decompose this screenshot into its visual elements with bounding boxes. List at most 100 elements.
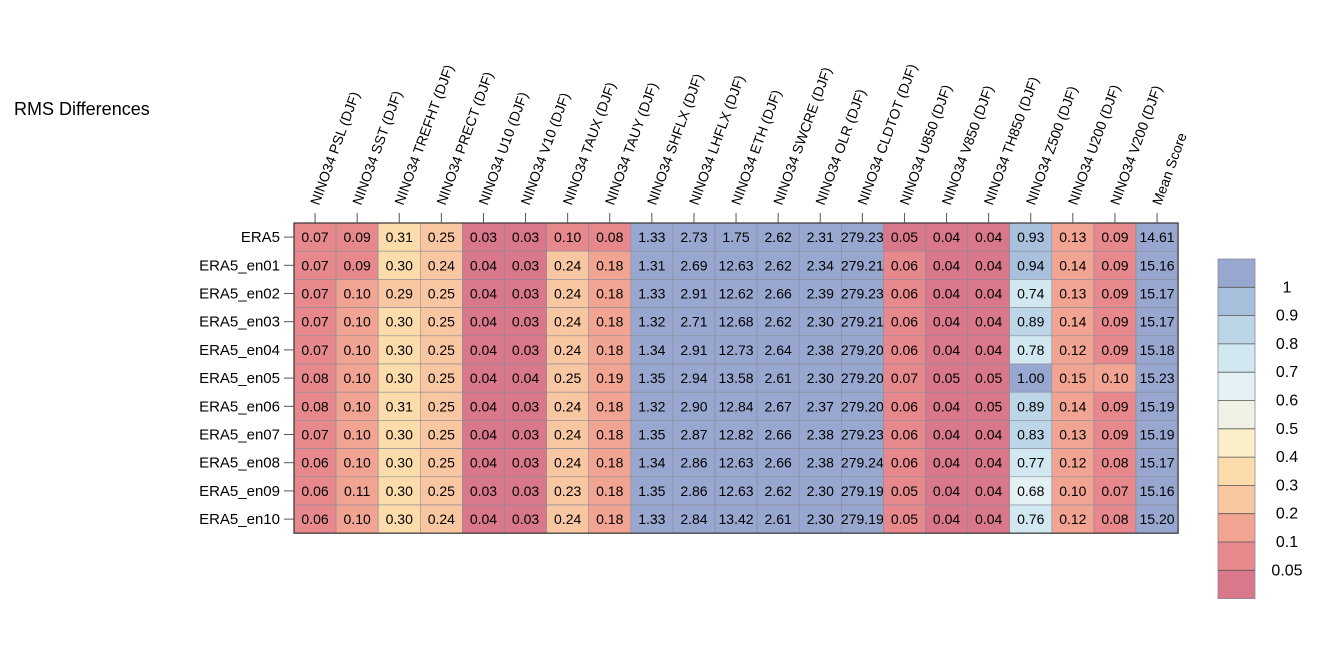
- cell-value: 0.25: [428, 370, 455, 386]
- colorbar-label: 0.6: [1276, 393, 1298, 410]
- heatmap-cell: [588, 363, 632, 393]
- heatmap-cell: [672, 448, 716, 478]
- cell-value: 0.25: [428, 314, 455, 330]
- heatmap-cell: [462, 391, 505, 421]
- colorbar-swatch: [1218, 400, 1255, 429]
- cell-value: 0.07: [301, 229, 328, 245]
- cell-value: 2.69: [680, 257, 707, 273]
- cell-value: 2.66: [765, 427, 792, 443]
- cell-value: 0.89: [1017, 314, 1044, 330]
- cell-value: 0.04: [470, 257, 497, 273]
- cell-value: 0.24: [554, 427, 581, 443]
- heatmap-cell: [714, 250, 758, 280]
- heatmap-cell: [462, 335, 505, 365]
- cell-value: 0.08: [1101, 455, 1128, 471]
- colorbar-label: 0.05: [1271, 562, 1302, 579]
- cell-value: 279.20: [841, 370, 884, 386]
- cell-value: 0.24: [554, 342, 581, 358]
- cell-value: 279.21: [841, 257, 884, 273]
- cell-value: 0.89: [1017, 398, 1044, 414]
- cell-value: 12.63: [719, 483, 754, 499]
- heatmap-cell: [925, 504, 968, 534]
- cell-value: 0.06: [301, 483, 328, 499]
- cell-value: 0.06: [891, 455, 918, 471]
- cell-value: 0.06: [891, 257, 918, 273]
- cell-value: 2.34: [807, 257, 834, 273]
- cell-value: 0.03: [512, 229, 539, 245]
- row-label: ERA5_en01: [199, 257, 280, 274]
- cell-value: 1.33: [638, 229, 665, 245]
- heatmap-cell: [883, 250, 926, 280]
- cell-value: 0.06: [301, 511, 328, 527]
- cell-value: 13.42: [719, 511, 754, 527]
- cell-value: 0.09: [1101, 398, 1128, 414]
- cell-value: 0.10: [344, 455, 371, 471]
- cell-value: 2.30: [807, 314, 834, 330]
- cell-value: 0.04: [975, 314, 1002, 330]
- cell-value: 0.07: [891, 370, 918, 386]
- heatmap-cell: [1093, 363, 1137, 393]
- cell-value: 2.87: [680, 427, 707, 443]
- heatmap-cell: [798, 250, 842, 280]
- cell-value: 15.17: [1140, 314, 1175, 330]
- heatmap-cell: [419, 391, 463, 421]
- cell-value: 2.30: [807, 483, 834, 499]
- cell-value: 0.03: [470, 483, 497, 499]
- cell-value: 0.77: [1017, 455, 1044, 471]
- cell-value: 15.20: [1140, 511, 1175, 527]
- cell-value: 0.04: [470, 427, 497, 443]
- heatmap-cell: [883, 420, 926, 449]
- heatmap-cell: [883, 448, 926, 478]
- cell-value: 0.04: [470, 455, 497, 471]
- cell-value: 0.10: [344, 370, 371, 386]
- cell-value: 279.19: [841, 511, 884, 527]
- colorbar-label: 0.3: [1276, 477, 1298, 494]
- cell-value: 0.09: [344, 257, 371, 273]
- cell-value: 1.75: [722, 229, 749, 245]
- heatmap-cell: [419, 504, 463, 534]
- heatmap-cell: [419, 279, 463, 308]
- cell-value: 0.04: [512, 370, 539, 386]
- heatmap-cell: [1135, 250, 1179, 280]
- cell-value: 0.08: [301, 398, 328, 414]
- cell-value: 0.24: [554, 314, 581, 330]
- heatmap-cell: [798, 391, 842, 421]
- heatmap-cell: [377, 250, 421, 280]
- cell-value: 0.07: [301, 427, 328, 443]
- heatmap-cell: [840, 504, 884, 534]
- heatmap-cell: [293, 279, 337, 308]
- cell-value: 0.93: [1017, 229, 1044, 245]
- cell-value: 0.25: [428, 483, 455, 499]
- heatmap-cell: [714, 335, 758, 365]
- heatmap-cell: [1051, 335, 1095, 365]
- cell-value: 279.21: [841, 314, 884, 330]
- heatmap-cell: [504, 307, 547, 337]
- heatmap-cell: [756, 250, 800, 280]
- heatmap-cell: [588, 391, 632, 421]
- heatmap-cell: [1009, 504, 1053, 534]
- heatmap-cell: [967, 279, 1010, 308]
- heatmap-cell: [588, 504, 632, 534]
- heatmap-cell: [630, 476, 674, 506]
- cell-value: 0.05: [891, 511, 918, 527]
- row-label: ERA5: [241, 229, 280, 246]
- heatmap-cell: [293, 420, 337, 449]
- heatmap-cell: [335, 448, 379, 478]
- heatmap-cell: [630, 448, 674, 478]
- cell-value: 1.35: [638, 483, 665, 499]
- cell-value: 0.24: [554, 286, 581, 302]
- heatmap-cell: [925, 448, 968, 478]
- cell-value: 1.33: [638, 286, 665, 302]
- cell-value: 1.33: [638, 511, 665, 527]
- cell-value: 2.30: [807, 511, 834, 527]
- heatmap-cell: [925, 279, 968, 308]
- cell-value: 2.91: [680, 286, 707, 302]
- heatmap-cell: [840, 279, 884, 308]
- cell-value: 0.18: [596, 286, 623, 302]
- cell-value: 2.37: [807, 398, 834, 414]
- cell-value: 0.25: [554, 370, 581, 386]
- heatmap-cell: [504, 279, 547, 308]
- heatmap-cell: [925, 476, 968, 506]
- heatmap-cell: [756, 391, 800, 421]
- cell-value: 0.03: [512, 314, 539, 330]
